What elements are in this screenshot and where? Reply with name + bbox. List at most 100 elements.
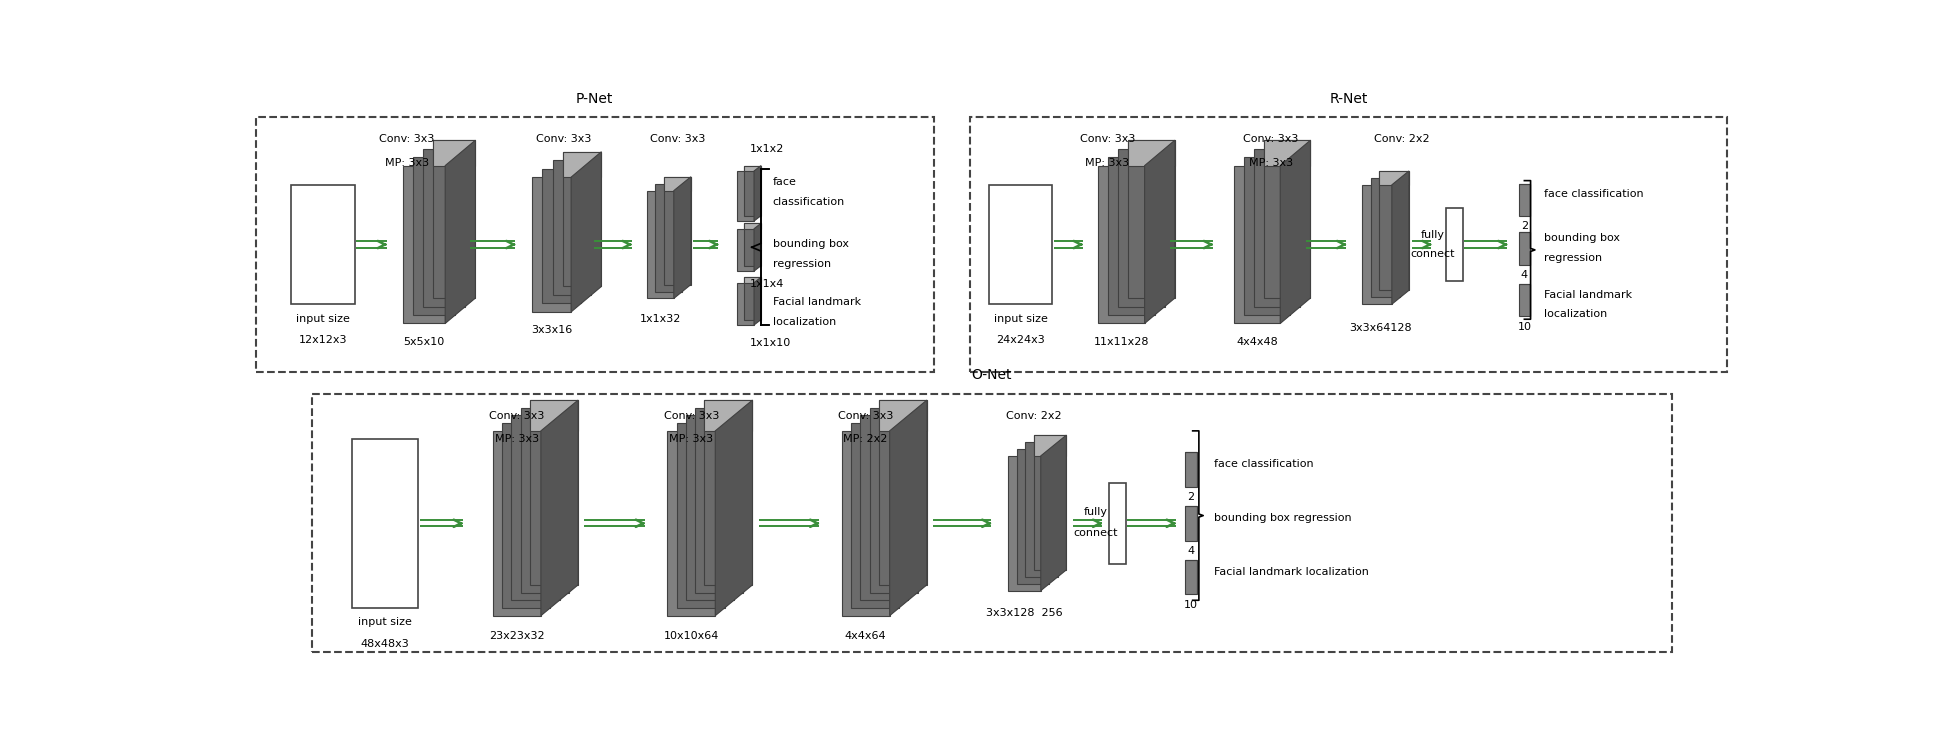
- Text: 4x4x64: 4x4x64: [845, 631, 886, 641]
- Polygon shape: [716, 400, 752, 616]
- Bar: [878, 400, 926, 585]
- Bar: [412, 157, 454, 315]
- Bar: [1118, 149, 1164, 307]
- Polygon shape: [745, 165, 760, 171]
- Text: Conv: 3x3: Conv: 3x3: [1244, 135, 1298, 144]
- Text: bounding box: bounding box: [772, 239, 849, 249]
- Bar: [1099, 165, 1145, 323]
- Text: 4: 4: [1187, 546, 1195, 557]
- Text: 48x48x3: 48x48x3: [362, 639, 410, 649]
- Text: Facial landmark: Facial landmark: [1543, 289, 1632, 300]
- Text: 24x24x3: 24x24x3: [996, 335, 1044, 346]
- Polygon shape: [754, 278, 760, 325]
- Text: 4x4x48: 4x4x48: [1236, 337, 1278, 347]
- Text: Conv: 3x3: Conv: 3x3: [379, 135, 435, 144]
- Text: 1x1x10: 1x1x10: [750, 338, 791, 349]
- Text: input size: input size: [994, 314, 1048, 324]
- Bar: [1108, 157, 1155, 315]
- Bar: [1128, 140, 1174, 298]
- Text: connect: connect: [1410, 249, 1454, 259]
- Text: 10: 10: [1518, 322, 1532, 331]
- Bar: [1108, 483, 1126, 564]
- Text: P-Net: P-Net: [576, 92, 613, 106]
- Polygon shape: [1145, 140, 1174, 323]
- Bar: [1447, 208, 1464, 281]
- Bar: [311, 394, 1671, 652]
- Text: classification: classification: [772, 197, 845, 207]
- Bar: [1186, 506, 1197, 541]
- Polygon shape: [542, 400, 578, 616]
- Text: regression: regression: [1543, 253, 1601, 263]
- Bar: [1244, 157, 1290, 315]
- Text: bounding box: bounding box: [1543, 233, 1621, 243]
- Text: 1x1x32: 1x1x32: [640, 314, 681, 324]
- Polygon shape: [745, 278, 760, 283]
- Bar: [737, 283, 754, 325]
- Bar: [292, 185, 356, 304]
- Bar: [704, 400, 752, 585]
- Bar: [1265, 140, 1311, 298]
- Text: 10x10x64: 10x10x64: [663, 631, 719, 641]
- Bar: [737, 229, 754, 271]
- Polygon shape: [663, 177, 690, 191]
- Bar: [851, 423, 899, 608]
- Bar: [1518, 232, 1530, 265]
- Polygon shape: [673, 177, 690, 298]
- Text: localization: localization: [1543, 309, 1607, 319]
- Bar: [352, 438, 418, 608]
- Text: regression: regression: [772, 259, 832, 269]
- Text: 12x12x3: 12x12x3: [300, 335, 348, 346]
- Bar: [745, 165, 760, 215]
- Text: Conv: 2x2: Conv: 2x2: [1006, 411, 1062, 421]
- Bar: [1025, 442, 1058, 577]
- Text: MP: 2x2: MP: 2x2: [843, 434, 888, 444]
- Polygon shape: [754, 165, 760, 221]
- Text: Conv: 3x3: Conv: 3x3: [837, 411, 894, 421]
- Polygon shape: [1392, 171, 1408, 304]
- Polygon shape: [1280, 140, 1311, 323]
- Text: Conv: 3x3: Conv: 3x3: [650, 135, 706, 144]
- Bar: [861, 415, 909, 600]
- Bar: [1186, 560, 1197, 595]
- Bar: [553, 160, 592, 295]
- Text: face classification: face classification: [1215, 459, 1313, 469]
- Text: 1x1x4: 1x1x4: [750, 279, 785, 289]
- Polygon shape: [433, 140, 476, 165]
- Polygon shape: [571, 152, 601, 312]
- Text: Facial landmark: Facial landmark: [772, 297, 861, 307]
- Text: Conv: 3x3: Conv: 3x3: [1079, 135, 1135, 144]
- Text: input size: input size: [296, 314, 350, 324]
- Bar: [493, 431, 542, 616]
- Bar: [687, 415, 733, 600]
- Text: 10: 10: [1184, 601, 1199, 610]
- Polygon shape: [745, 224, 760, 229]
- Text: MP: 3x3: MP: 3x3: [495, 434, 540, 444]
- Text: fully: fully: [1083, 506, 1108, 517]
- Text: Conv: 3x3: Conv: 3x3: [536, 135, 592, 144]
- Polygon shape: [1035, 435, 1066, 456]
- Text: Conv: 2x2: Conv: 2x2: [1375, 135, 1429, 144]
- Text: O-Net: O-Net: [971, 368, 1011, 382]
- Text: 4: 4: [1520, 270, 1528, 280]
- Bar: [841, 431, 890, 616]
- Bar: [1186, 452, 1197, 487]
- Polygon shape: [878, 400, 926, 431]
- Bar: [1017, 449, 1050, 583]
- Text: localization: localization: [772, 317, 835, 328]
- Text: 2: 2: [1187, 492, 1195, 503]
- Bar: [870, 408, 917, 592]
- Bar: [503, 423, 549, 608]
- Bar: [677, 423, 725, 608]
- Bar: [255, 117, 934, 372]
- Bar: [971, 117, 1727, 372]
- Text: 3x3x64128: 3x3x64128: [1350, 323, 1412, 333]
- Polygon shape: [1128, 140, 1174, 165]
- Polygon shape: [890, 400, 926, 616]
- Text: 23x23x32: 23x23x32: [489, 631, 545, 641]
- Text: face classification: face classification: [1543, 189, 1644, 200]
- Bar: [402, 165, 445, 323]
- Text: MP: 3x3: MP: 3x3: [1249, 158, 1294, 168]
- Bar: [1253, 149, 1300, 307]
- Bar: [530, 400, 578, 585]
- Polygon shape: [530, 400, 578, 431]
